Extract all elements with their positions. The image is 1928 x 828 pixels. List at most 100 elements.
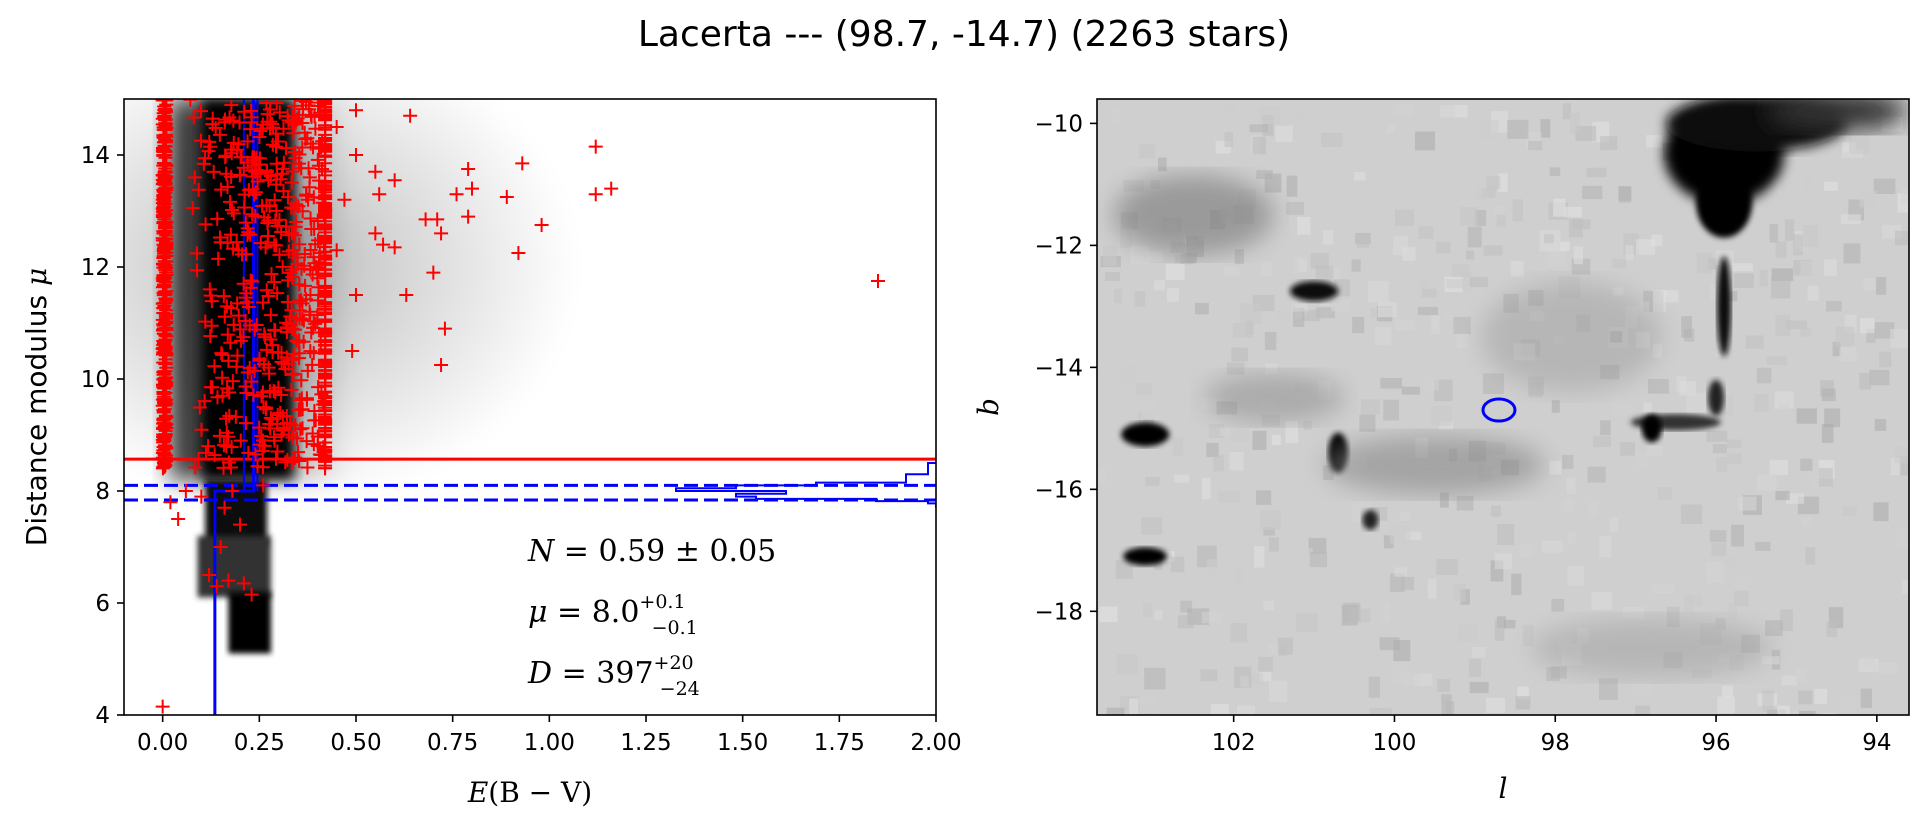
data-point [191,182,206,197]
data-point [270,167,285,182]
data-point [337,192,352,207]
x-tick-label: 94 [1862,730,1891,756]
map-texture [1174,474,1190,483]
map-texture [1210,704,1229,715]
data-point [302,180,317,195]
data-point [250,174,265,189]
map-texture [1766,356,1788,365]
data-point [228,409,243,424]
map-texture [1394,319,1416,331]
y-tick-label: −18 [1034,599,1083,625]
dust-cloud [1324,434,1545,495]
y-tick-label: −16 [1034,477,1083,503]
data-point [221,353,236,368]
data-point [223,227,238,242]
map-texture [1824,181,1838,191]
map-texture [1894,446,1909,464]
map-texture [1234,565,1245,585]
map-texture [1316,307,1336,319]
map-texture [1625,245,1634,261]
data-point [349,288,363,302]
data-point [156,269,171,284]
data-point [230,348,245,363]
map-texture [1804,171,1813,190]
data-point [206,164,221,179]
data-point [260,235,275,250]
data-point [233,333,248,348]
data-point [223,335,238,350]
map-texture [1383,399,1399,421]
map-texture [1745,335,1764,349]
data-point [163,495,178,510]
data-point [315,134,330,149]
map-texture [1564,206,1582,218]
map-texture [1417,306,1438,316]
map-texture [1717,696,1736,714]
map-texture [1567,565,1584,586]
map-texture [1696,252,1713,274]
data-point [215,388,230,403]
map-texture [1436,558,1458,576]
map-texture [1297,216,1311,235]
map-texture [1633,673,1652,694]
map-texture [1386,124,1395,134]
data-point [368,226,383,241]
x-tick-label: 1.00 [524,730,575,756]
data-point [267,275,282,290]
data-point [259,342,274,357]
data-point [310,99,325,114]
map-texture [1099,606,1118,622]
map-texture [1902,579,1909,594]
data-point [318,144,333,159]
map-texture [1874,419,1887,431]
data-point [155,699,170,714]
map-texture [1141,517,1163,535]
data-point [310,152,325,167]
data-point [226,135,241,150]
map-texture [1807,285,1819,301]
data-point [318,207,333,222]
data-point [291,445,306,460]
map-texture [1231,347,1248,362]
map-texture [1439,492,1449,508]
data-point [329,243,344,258]
data-point [156,242,171,257]
map-texture [1824,259,1837,276]
data-point [178,484,193,498]
map-texture [1154,280,1165,291]
map-texture [1202,477,1211,500]
map-texture [1256,490,1272,505]
data-point [248,209,263,224]
data-point [229,235,244,250]
data-point [249,150,264,165]
map-texture [1258,656,1273,672]
data-point [270,286,285,301]
map-texture [1443,311,1454,321]
map-texture [1775,241,1787,258]
data-point [224,99,239,112]
data-point [216,438,231,453]
map-texture [1901,189,1909,204]
data-point [235,247,250,262]
data-point [217,309,232,324]
map-texture [1405,531,1422,541]
dust-cloud [1203,372,1344,423]
data-point [262,198,277,213]
map-texture [1269,537,1279,552]
data-point [300,460,315,475]
map-texture [1754,394,1769,412]
data-point [268,451,283,466]
data-point [209,579,224,594]
map-texture [1254,546,1265,568]
map-texture [1618,186,1632,202]
map-texture [1869,369,1890,386]
map-texture [1515,696,1531,710]
data-point [264,267,279,282]
map-texture [1469,276,1488,288]
map-texture [1894,230,1909,246]
map-texture [1260,261,1273,277]
data-point [426,265,441,280]
data-point [279,141,294,156]
map-texture [1562,454,1574,470]
data-point [155,173,170,188]
